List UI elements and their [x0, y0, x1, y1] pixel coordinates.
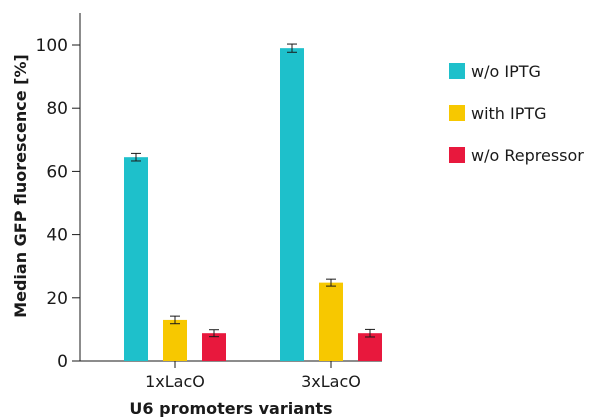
legend: w/o IPTG with IPTG w/o Repressor: [449, 62, 584, 165]
legend-swatch: [449, 63, 465, 79]
x-axis-title: U6 promoters variants: [129, 399, 332, 417]
y-tick-label: 60: [46, 162, 68, 182]
bar: [202, 333, 226, 361]
error-bar: [170, 315, 180, 325]
x-axis-ticks: 1xLacO 3xLacO: [145, 361, 361, 391]
y-tick-label: 40: [46, 226, 68, 246]
bar: [280, 48, 304, 361]
error-bar: [209, 329, 219, 338]
error-bar: [326, 278, 336, 287]
y-axis-title: Median GFP fluorescence [%]: [11, 54, 30, 318]
y-tick-label: 80: [46, 99, 68, 119]
x-tick-label: 3xLacO: [301, 372, 361, 391]
error-bar: [131, 152, 141, 162]
legend-swatch: [449, 105, 465, 121]
legend-label: w/o IPTG: [471, 62, 541, 81]
y-axis-ticks: 0 20 40 60 80 100: [36, 36, 80, 372]
bar-series: [124, 43, 382, 361]
legend-label: with IPTG: [471, 104, 547, 123]
x-tick-label: 1xLacO: [145, 372, 205, 391]
plot-area: 0 20 40 60 80 100 1xLacO 3xLacO: [36, 13, 382, 391]
bar: [163, 319, 187, 361]
bar: [319, 282, 343, 361]
error-bar: [287, 43, 297, 53]
y-tick-label: 0: [57, 352, 68, 372]
bar: [124, 157, 148, 361]
y-tick-label: 100: [36, 36, 68, 56]
legend-swatch: [449, 147, 465, 163]
error-bar: [365, 328, 375, 338]
legend-label: w/o Repressor: [471, 146, 584, 165]
bar: [358, 333, 382, 361]
y-tick-label: 20: [46, 289, 68, 309]
